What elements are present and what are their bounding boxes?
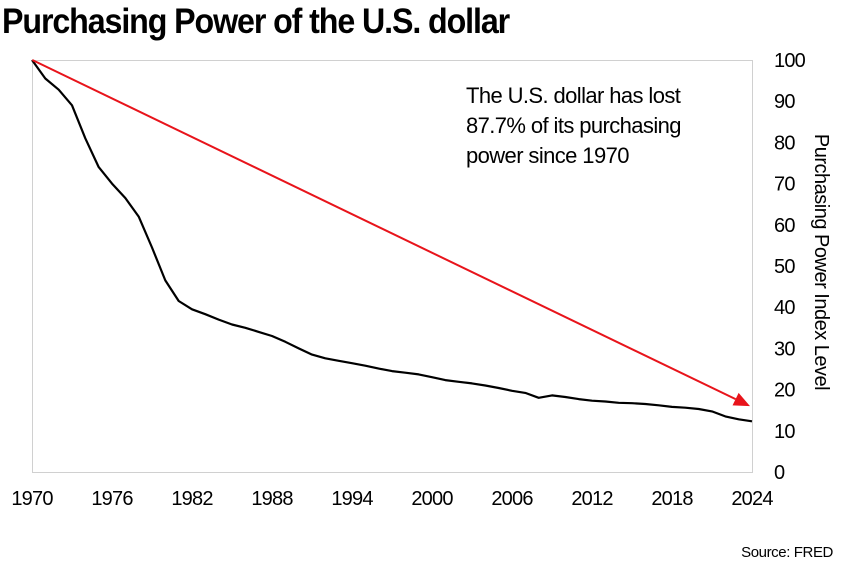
y-tick-label: 90 [774,91,795,113]
trend-arrow-head [732,392,750,407]
y-tick-label: 0 [774,462,785,484]
x-tick-label: 2024 [731,488,773,510]
x-tick-label: 1988 [251,488,293,510]
x-tick-label: 1982 [171,488,213,510]
series-line-purchasing-power [31,59,753,423]
y-tick-label: 20 [774,380,795,402]
annotation: The U.S. dollar has lost 87.7% of its pur… [466,83,682,168]
y-tick-label: 60 [774,215,795,237]
annotation-line: 87.7% of its purchasing [466,113,681,138]
x-tick-label: 2018 [651,488,693,510]
x-tick-label: 2000 [411,488,453,510]
x-tick-label: 1976 [91,488,133,510]
y-tick-label: 70 [774,174,795,196]
trend-arrow-line [31,59,737,401]
source-note: Source: FRED [741,544,833,561]
annotation-line: The U.S. dollar has lost [466,83,681,108]
y-tick-label: 100 [774,50,806,72]
series-layer [31,59,753,423]
y-axis-label: Purchasing Power Index Level [810,134,832,390]
x-tick-label: 1970 [11,488,53,510]
y-axis-ticks: 0 10 20 30 40 50 60 70 80 90 100 [774,50,806,484]
x-tick-label: 2012 [571,488,613,510]
plot-frame [32,60,753,473]
x-tick-label: 1994 [331,488,373,510]
y-tick-label: 50 [774,256,795,278]
y-tick-label: 80 [774,132,795,154]
y-tick-label: 30 [774,338,795,360]
y-tick-label: 10 [774,421,795,443]
annotation-line: power since 1970 [466,143,629,168]
chart-title: Purchasing Power of the U.S. dollar [2,2,510,41]
y-tick-label: 40 [774,297,795,319]
x-axis-ticks: 1970 1976 1982 1988 1994 2000 2006 2012 2018 2024 [11,488,774,510]
x-tick-label: 2006 [491,488,533,510]
